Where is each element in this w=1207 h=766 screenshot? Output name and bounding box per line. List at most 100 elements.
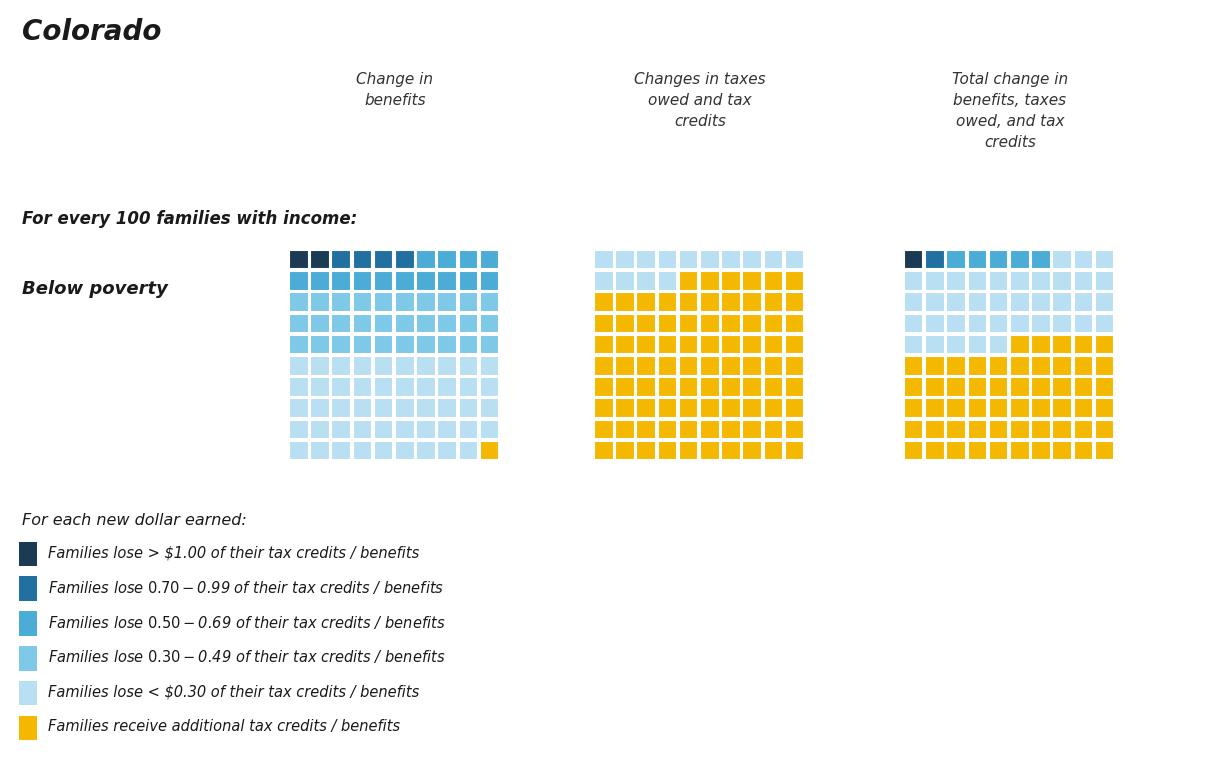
Bar [1031,377,1051,397]
Bar [968,377,987,397]
Bar [678,250,699,270]
Bar [722,313,741,333]
Bar [678,335,699,355]
Bar [678,398,699,418]
Bar [658,356,677,375]
Bar [764,398,783,418]
Bar [437,293,457,312]
Bar [785,377,804,397]
Bar [722,356,741,375]
Bar [616,377,635,397]
Bar [459,271,478,291]
Bar [700,335,719,355]
Bar [722,293,741,312]
Bar [1073,250,1094,270]
Bar [310,271,330,291]
Bar [946,398,966,418]
Bar [926,250,945,270]
Bar [636,398,655,418]
Bar [416,356,436,375]
Bar [722,250,741,270]
Bar [310,313,330,333]
Bar [416,271,436,291]
Bar [926,335,945,355]
Bar [658,250,677,270]
Bar [946,250,966,270]
Bar [310,356,330,375]
Bar [616,440,635,460]
Bar [722,377,741,397]
Bar [352,250,372,270]
Bar [700,313,719,333]
Bar [374,335,393,355]
Bar [904,250,923,270]
Bar [1053,398,1072,418]
Bar [310,377,330,397]
Bar [1053,440,1072,460]
Bar [700,250,719,270]
Bar [310,293,330,312]
Bar [332,440,351,460]
Bar [288,440,309,460]
Bar [658,313,677,333]
Bar [416,293,436,312]
Bar [946,313,966,333]
Bar [437,271,457,291]
Bar [288,313,309,333]
Bar [616,313,635,333]
Bar [1095,440,1114,460]
Bar [332,377,351,397]
Bar [658,420,677,439]
Bar [395,271,414,291]
Bar [459,420,478,439]
Bar [1095,356,1114,375]
Bar [764,420,783,439]
Text: Families lose $0.50 - $0.69 of their tax credits / benefits: Families lose $0.50 - $0.69 of their tax… [47,614,445,630]
Bar [678,356,699,375]
Text: For each new dollar earned:: For each new dollar earned: [22,513,247,528]
Bar [1010,335,1030,355]
Bar [1031,356,1051,375]
Bar [1010,293,1030,312]
Bar [926,420,945,439]
Bar [904,420,923,439]
Bar [437,377,457,397]
Bar [395,398,414,418]
Bar [332,271,351,291]
Bar [332,250,351,270]
Bar [1095,335,1114,355]
Bar [1031,398,1051,418]
Bar [19,681,36,705]
Bar [480,250,500,270]
Bar [616,293,635,312]
Bar [636,293,655,312]
Bar [926,271,945,291]
Bar [374,250,393,270]
Bar [288,271,309,291]
Bar [594,335,613,355]
Bar [764,271,783,291]
Bar [989,356,1008,375]
Bar [352,420,372,439]
Bar [989,398,1008,418]
Bar [946,420,966,439]
Bar [19,542,36,566]
Bar [764,356,783,375]
Bar [658,377,677,397]
Text: Below poverty: Below poverty [22,280,168,298]
Bar [742,440,762,460]
Bar [374,440,393,460]
Bar [332,293,351,312]
Bar [658,293,677,312]
Bar [374,271,393,291]
Bar [1095,313,1114,333]
Bar [636,356,655,375]
Bar [989,313,1008,333]
Bar [437,356,457,375]
Bar [785,293,804,312]
Bar [1095,250,1114,270]
Bar [352,440,372,460]
Bar [1053,271,1072,291]
Bar [395,313,414,333]
Bar [459,313,478,333]
